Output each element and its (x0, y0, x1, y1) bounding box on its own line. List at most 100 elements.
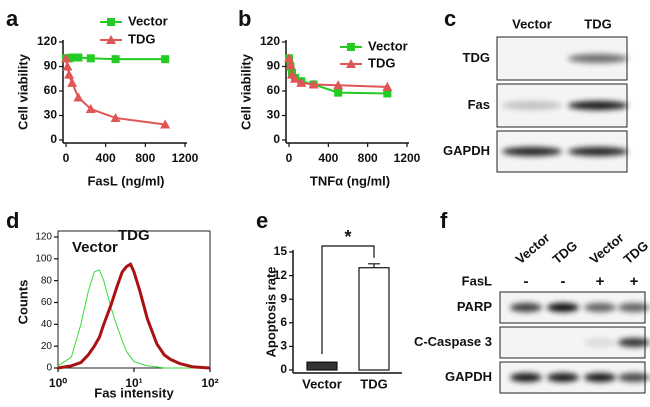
x-tick-label: 10¹ (125, 376, 142, 390)
y-tick-label: 0 (280, 362, 287, 376)
blot-band (502, 101, 562, 110)
y-axis-label: Cell viability (15, 53, 30, 130)
panel-label: b (238, 6, 251, 31)
blot-band (568, 147, 628, 156)
data-point (86, 54, 95, 63)
y-axis-label: Apoptosis rate (263, 266, 278, 357)
data-point (296, 77, 307, 87)
row-label: C-Caspase 3 (414, 334, 492, 349)
blot-band (547, 373, 579, 382)
y-tick-label: 0 (50, 132, 57, 146)
x-tick-label: 400 (318, 151, 338, 165)
row-label: Fas (468, 97, 490, 112)
legend-marker (107, 18, 115, 26)
y-tick-label: 30 (267, 108, 281, 122)
significance-mark: * (344, 227, 351, 247)
legend-label: TDG (118, 227, 150, 244)
x-tick-label: 800 (358, 151, 378, 165)
data-point (308, 79, 319, 89)
y-tick-label: 0 (273, 132, 280, 146)
data-point (285, 59, 296, 69)
y-tick-label: 60 (41, 297, 53, 308)
x-tick-label: 10⁰ (49, 376, 67, 390)
legend-label: TDG (128, 31, 155, 46)
x-tick-label: 400 (96, 151, 116, 165)
x-tick-label: 1200 (394, 151, 421, 165)
x-tick-label: 0 (286, 151, 293, 165)
blot-band (502, 147, 562, 156)
y-tick-label: 60 (267, 83, 281, 97)
data-point (333, 80, 344, 90)
error-bar (368, 263, 380, 268)
y-axis-label: Cell viability (238, 53, 253, 130)
treatment-value: - (561, 273, 566, 290)
treatment-value: - (524, 273, 529, 290)
data-point (161, 55, 170, 64)
x-axis-label: FasL (ng/ml) (87, 173, 164, 188)
blot-band (568, 54, 628, 63)
data-point (382, 81, 393, 91)
blot-band (618, 373, 650, 382)
x-tick-label: TDG (360, 376, 387, 391)
y-tick-label: 120 (260, 34, 280, 48)
data-point (284, 53, 294, 63)
series-line (57, 262, 211, 370)
treatment-value: + (596, 273, 605, 290)
y-tick-label: 30 (44, 108, 58, 122)
treatment-value: + (630, 273, 639, 290)
lane-label: TDG (549, 238, 580, 267)
series-line (57, 269, 210, 369)
blot-band (618, 303, 650, 312)
y-tick-label: 100 (35, 253, 52, 264)
y-tick-label: 3 (280, 339, 287, 353)
data-point (68, 53, 77, 62)
data-point (74, 53, 83, 62)
significance-bracket (321, 245, 375, 355)
blot-band (584, 303, 616, 312)
blot-band (568, 101, 628, 110)
panel-label: a (6, 6, 19, 31)
bar (358, 267, 390, 371)
legend-marker (347, 43, 355, 51)
data-point (110, 112, 121, 122)
data-point (334, 88, 343, 97)
legend-marker (346, 59, 356, 68)
data-point (383, 89, 392, 98)
treatment-label: FasL (462, 273, 492, 288)
x-tick-label: 800 (135, 151, 155, 165)
blot-band (510, 373, 542, 382)
bar (306, 361, 338, 371)
blot-band (618, 338, 650, 347)
y-tick-label: 15 (274, 244, 288, 258)
lane-label: Vector (512, 16, 552, 31)
data-point (85, 103, 96, 113)
y-tick-label: 40 (41, 319, 53, 330)
panel-label: e (256, 208, 268, 233)
y-tick-label: 120 (35, 232, 52, 243)
data-point (61, 53, 71, 63)
data-point (73, 92, 84, 102)
panel-label: c (444, 6, 456, 31)
panel-label: f (440, 208, 448, 233)
row-label: TDG (463, 50, 490, 65)
y-tick-label: 80 (41, 275, 53, 286)
y-tick-label: 90 (44, 59, 58, 73)
blot-band (510, 303, 542, 312)
x-axis-label: Fas intensity (94, 385, 174, 400)
x-axis-label: TNFα (ng/ml) (310, 173, 390, 188)
y-tick-label: 60 (44, 83, 58, 97)
row-label: GAPDH (445, 369, 492, 384)
y-tick-label: 20 (41, 341, 53, 352)
data-point (290, 73, 301, 83)
lane-label: Vector (586, 230, 626, 267)
y-tick-label: 6 (280, 315, 287, 329)
blot-band (547, 303, 579, 312)
lane-label: Vector (512, 230, 552, 267)
panel-label: d (6, 208, 19, 233)
legend-label: Vector (72, 239, 118, 256)
legend-label: Vector (128, 13, 168, 28)
legend-label: Vector (368, 38, 408, 53)
x-tick-label: 0 (63, 151, 70, 165)
y-tick-label: 0 (46, 363, 52, 374)
